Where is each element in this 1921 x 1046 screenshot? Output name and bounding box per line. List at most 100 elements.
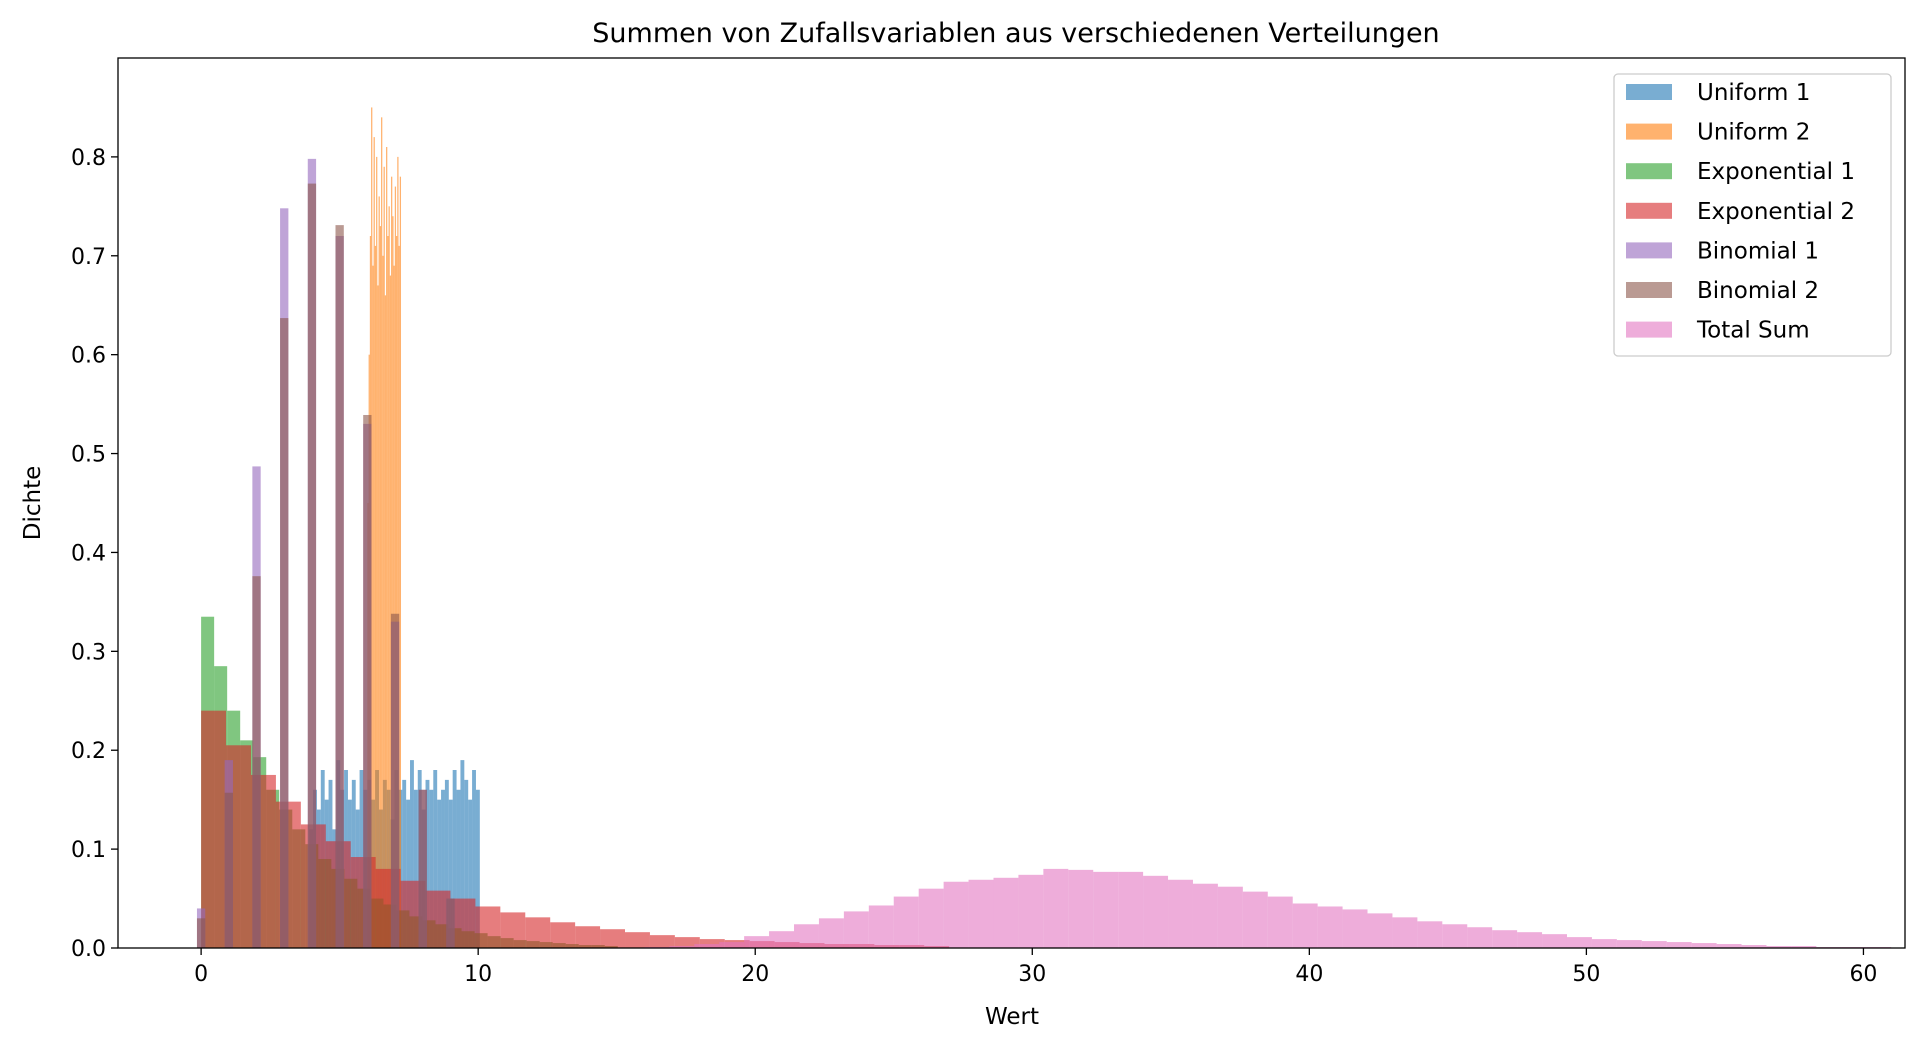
bar-total-sum (1068, 869, 1094, 948)
bar-uniform-2 (396, 236, 398, 948)
bar-uniform-2 (398, 245, 400, 948)
bar-binomial-2 (280, 318, 289, 949)
plot-area (196, 107, 1892, 949)
y-tick-label: 0.4 (71, 541, 106, 566)
bar-uniform-1 (402, 779, 407, 948)
bar-total-sum (1392, 917, 1418, 948)
bar-total-sum (769, 931, 795, 948)
bar-total-sum (1591, 939, 1617, 948)
bar-uniform-2 (382, 255, 384, 948)
x-tick-label: 30 (1018, 962, 1046, 987)
y-tick-label: 0.1 (71, 838, 106, 863)
x-axis: 0 10 20 30 40 50 60 (194, 948, 1877, 987)
bar-total-sum (918, 888, 944, 948)
bar-exponential-2 (425, 890, 451, 948)
bar-uniform-1 (452, 770, 457, 948)
bar-total-sum (719, 942, 745, 948)
bar-total-sum (694, 944, 720, 948)
bar-uniform-1 (456, 789, 461, 948)
bar-total-sum (1292, 903, 1318, 948)
bar-uniform-2 (388, 206, 390, 948)
bar-uniform-1 (406, 799, 411, 948)
bar-total-sum (968, 879, 994, 948)
bar-uniform-1 (472, 770, 476, 948)
legend-label-uniform-2: Uniform 2 (1697, 120, 1810, 146)
bar-total-sum (1018, 874, 1044, 948)
y-tick-label: 0.6 (71, 344, 106, 369)
bar-total-sum (794, 924, 819, 948)
bar-total-sum (868, 905, 894, 948)
bar-total-sum (1691, 943, 1717, 948)
bar-total-sum (1467, 927, 1493, 948)
bar-uniform-2 (379, 226, 382, 949)
y-tick-label: 0.7 (71, 245, 106, 270)
bar-exponential-2 (699, 939, 725, 948)
bar-total-sum (1766, 946, 1792, 948)
bar-total-sum (1093, 871, 1119, 948)
legend-label-total-sum: Total Sum (1696, 318, 1810, 344)
legend: Uniform 1 Uniform 2 Exponential 1 Exponenti… (1613, 73, 1892, 357)
bar-exponential-2 (525, 917, 551, 948)
bar-binomial-2 (390, 613, 400, 948)
y-axis-label: Dichte (20, 466, 46, 541)
series-total-sum (644, 868, 1892, 948)
bar-uniform-2 (376, 156, 378, 948)
bar-binomial-2 (446, 898, 455, 948)
x-tick-label: 40 (1295, 962, 1323, 987)
bar-uniform-1 (441, 789, 445, 948)
bar-uniform-1 (433, 770, 438, 948)
bar-total-sum (1616, 940, 1642, 948)
bar-binomial-2 (363, 414, 372, 948)
bar-uniform-2 (393, 265, 395, 948)
y-tick-label: 0.8 (71, 146, 106, 171)
bar-uniform-2 (377, 285, 379, 948)
bar-total-sum (1741, 945, 1767, 948)
series-binomial-2 (196, 183, 455, 949)
legend-swatch-total-sum (1626, 321, 1672, 338)
bar-binomial-2 (252, 576, 261, 948)
bar-uniform-1 (429, 789, 434, 948)
bar-total-sum (1143, 875, 1169, 948)
bar-exponential-2 (625, 932, 650, 948)
bar-uniform-2 (391, 176, 393, 949)
bar-uniform-2 (372, 265, 374, 948)
bar-total-sum (1641, 941, 1667, 948)
bar-exponential-2 (450, 898, 476, 948)
bar-total-sum (1791, 946, 1817, 948)
bar-binomial-2 (224, 792, 233, 948)
bar-uniform-2 (392, 216, 394, 949)
bar-total-sum (1716, 944, 1742, 948)
bar-total-sum (1566, 937, 1592, 948)
y-tick-label: 0.3 (71, 640, 106, 665)
bar-total-sum (1043, 868, 1069, 948)
x-tick-label: 0 (194, 962, 208, 987)
bar-exponential-2 (649, 935, 675, 948)
bar-uniform-1 (464, 779, 469, 948)
bar-total-sum (1417, 921, 1443, 948)
bar-uniform-2 (371, 107, 373, 948)
bar-uniform-2 (394, 186, 397, 948)
legend-label-exponential-1: Exponential 1 (1697, 159, 1855, 185)
bar-uniform-1 (460, 760, 465, 948)
bar-uniform-2 (374, 245, 377, 948)
bar-total-sum (1118, 871, 1144, 948)
bar-total-sum (1267, 896, 1293, 948)
bar-binomial-2 (418, 789, 427, 948)
bar-uniform-2 (378, 196, 380, 948)
bar-uniform-1 (425, 779, 430, 948)
legend-swatch-exponential-1 (1626, 163, 1672, 180)
bar-total-sum (1492, 930, 1518, 948)
bar-total-sum (818, 918, 844, 948)
bar-total-sum (1442, 924, 1468, 948)
bar-total-sum (893, 896, 919, 948)
bar-total-sum (1217, 886, 1243, 948)
legend-swatch-binomial-2 (1626, 282, 1672, 298)
legend-label-exponential-2: Exponential 2 (1697, 199, 1855, 225)
y-axis: 0.0 0.1 0.2 0.3 0.4 0.5 0.6 0.7 0.8 (71, 146, 118, 962)
legend-swatch-exponential-2 (1626, 202, 1672, 219)
bar-uniform-2 (384, 295, 387, 949)
bar-total-sum (1666, 942, 1692, 948)
bar-uniform-1 (444, 779, 449, 948)
legend-swatch-uniform-1 (1626, 84, 1672, 100)
bar-binomial-2 (307, 183, 317, 949)
